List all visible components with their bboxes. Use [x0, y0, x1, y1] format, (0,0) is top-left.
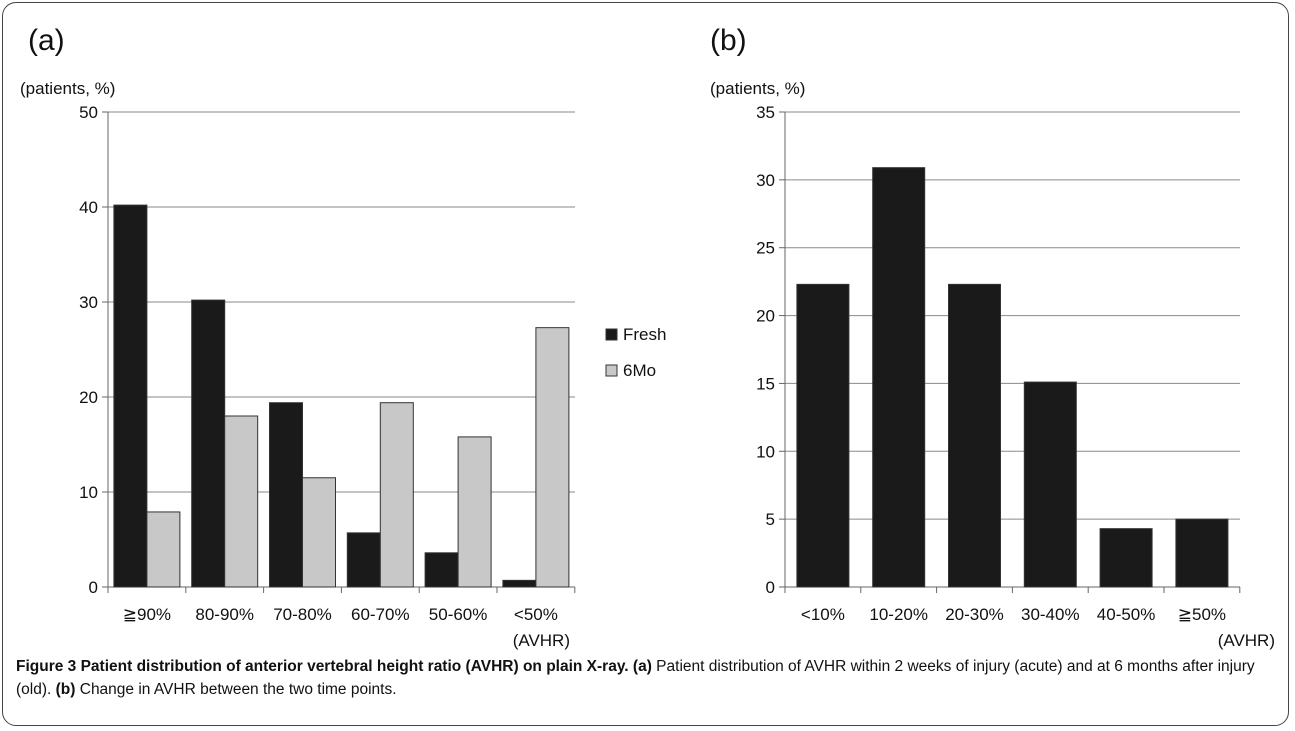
y-tick-label: 30: [756, 171, 775, 190]
x-axis-label: (AVHR): [513, 631, 570, 650]
bar: [302, 477, 336, 588]
x-tick-label: ≧90%: [123, 605, 171, 624]
x-tick-label: 60-70%: [351, 605, 410, 624]
figure-caption: Figure 3 Patient distribution of anterio…: [16, 655, 1276, 701]
chart-b: (b) (patients, %) (AVHR) 0 5 10 15 20 25 30 35 <10%…: [710, 24, 1275, 650]
y-axis-label: (patients, %): [710, 79, 805, 98]
bar: [424, 552, 459, 588]
y-tick-label: 5: [766, 510, 775, 529]
y-tick-label: 15: [756, 374, 775, 393]
bar: [146, 511, 181, 588]
x-tick-label: <10%: [801, 605, 845, 624]
x-tick-label: 70-80%: [273, 605, 332, 624]
bar: [1099, 528, 1153, 588]
y-tick-label: 10: [79, 483, 98, 502]
x-axis-label: (AVHR): [1218, 631, 1275, 650]
bar: [191, 299, 226, 588]
bar: [457, 436, 492, 588]
caption-b-text: Change in AVHR between the two time poin…: [75, 681, 397, 698]
y-tick-label: 0: [766, 578, 775, 597]
bar: [224, 415, 259, 588]
bar: [872, 167, 926, 588]
x-tick-label: 50-60%: [429, 605, 488, 624]
bar: [113, 204, 148, 588]
y-tick-label: 35: [756, 103, 775, 122]
y-tick-label: 20: [756, 307, 775, 326]
y-axis-label: (patients, %): [20, 79, 115, 98]
bar: [796, 283, 850, 588]
bar: [346, 532, 381, 588]
panel-label: (a): [28, 24, 65, 57]
legend-label: 6Mo: [623, 361, 656, 380]
y-tick-label: 40: [79, 198, 98, 217]
bar: [535, 327, 570, 588]
bar: [502, 579, 537, 588]
bar: [948, 283, 1001, 588]
legend-swatch: [605, 364, 618, 377]
x-tick-label: <50%: [514, 605, 558, 624]
y-tick-label: 30: [79, 293, 98, 312]
x-tick-label: 30-40%: [1021, 605, 1080, 624]
legend-swatch: [605, 328, 618, 341]
caption-a-text: Patient distribution of AVHR within 2 we…: [16, 658, 1255, 698]
y-tick-label: 0: [89, 578, 98, 597]
caption-a-tag: (a): [632, 658, 652, 675]
panel-label: (b): [710, 24, 747, 57]
bar: [269, 402, 303, 588]
x-tick-label: 40-50%: [1097, 605, 1156, 624]
chart-a: (a) (patients, %) (AVHR) 0 10 20 30 40 50 ≧90% 80-…: [20, 24, 666, 650]
bar: [1023, 381, 1077, 588]
y-tick-label: 50: [79, 103, 98, 122]
bar: [379, 402, 414, 588]
legend-label: Fresh: [623, 325, 666, 344]
bar: [1175, 518, 1229, 588]
y-tick-label: 10: [756, 442, 775, 461]
x-tick-label: 80-90%: [195, 605, 254, 624]
x-tick-label: 20-30%: [945, 605, 1004, 624]
caption-b-tag: (b): [55, 681, 76, 698]
x-tick-label: 10-20%: [869, 605, 928, 624]
x-tick-label: ≧50%: [1178, 605, 1226, 624]
y-tick-label: 25: [756, 239, 775, 258]
y-tick-label: 20: [79, 388, 98, 407]
caption-label: Figure 3 Patient distribution of anterio…: [16, 658, 629, 675]
